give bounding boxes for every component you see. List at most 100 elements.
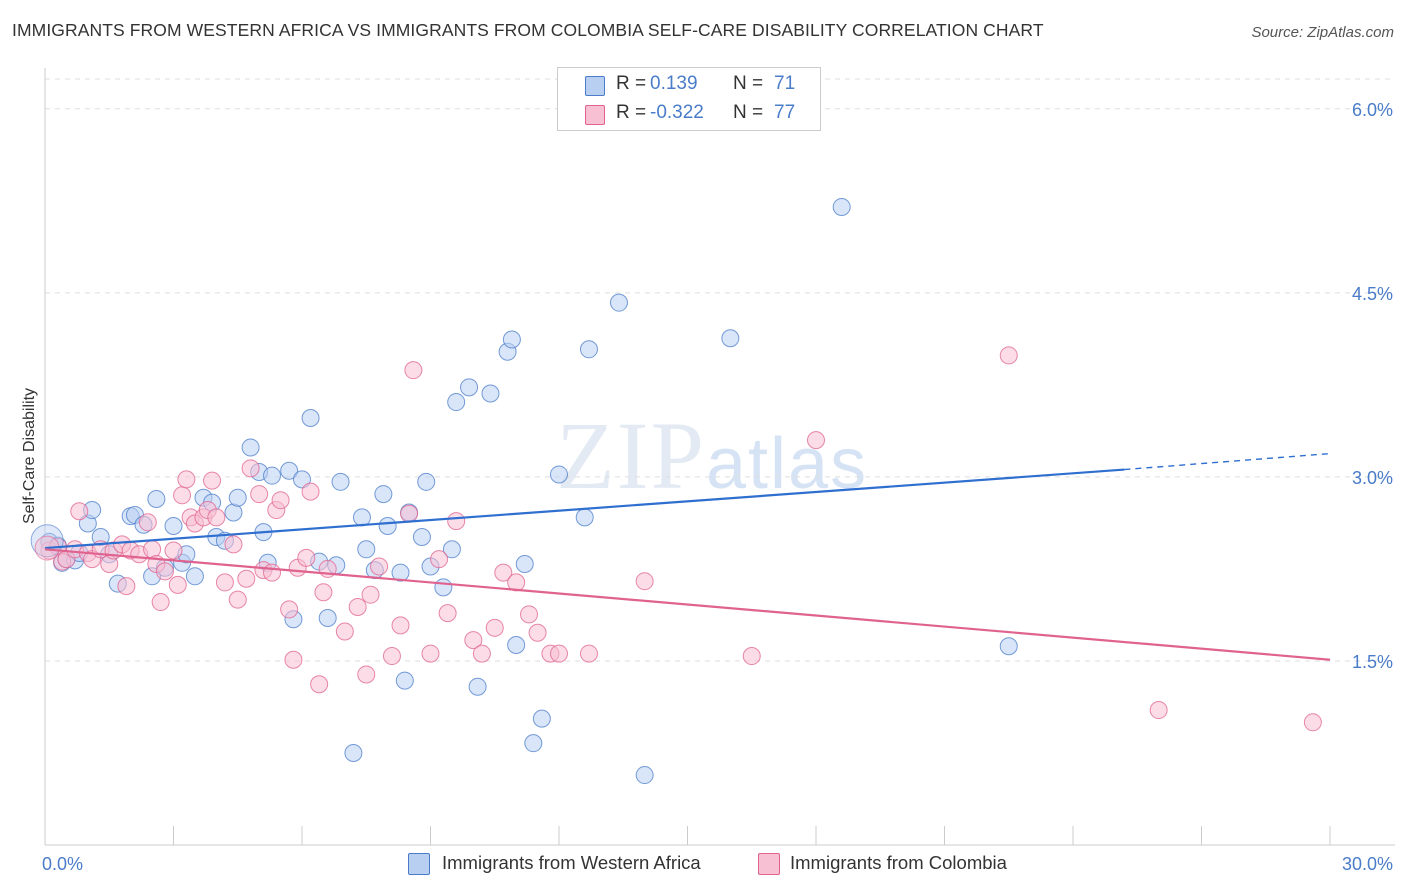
point-colombia xyxy=(430,550,449,569)
point-colombia xyxy=(177,470,196,489)
point-colombia xyxy=(250,485,269,504)
point-western-africa xyxy=(515,555,534,574)
point-colombia xyxy=(280,600,299,619)
point-colombia xyxy=(579,644,598,663)
point-colombia xyxy=(301,482,320,501)
legend-r-value: 0.139 xyxy=(650,73,698,94)
point-colombia xyxy=(1303,713,1322,732)
point-colombia xyxy=(382,647,401,666)
point-western-africa xyxy=(147,489,166,508)
legend-n-label: N = xyxy=(733,73,764,94)
tick-labels: 1.5% 3.0% 4.5% 6.0% 0.0% 30.0% xyxy=(42,100,1393,874)
chart-source: Source: ZipAtlas.com xyxy=(1251,24,1394,41)
point-colombia xyxy=(447,512,466,531)
point-western-africa xyxy=(357,540,376,559)
legend-swatch-blue xyxy=(585,76,605,96)
point-colombia xyxy=(1149,701,1168,720)
point-colombia xyxy=(241,459,260,478)
bottom-legend-swatch-pink xyxy=(758,853,780,875)
point-colombia xyxy=(472,644,491,663)
point-colombia xyxy=(635,572,654,591)
point-western-africa xyxy=(609,293,628,312)
point-colombia xyxy=(999,346,1018,365)
point-western-africa xyxy=(164,516,183,535)
point-colombia xyxy=(117,577,136,596)
point-western-africa xyxy=(344,743,363,762)
point-western-africa xyxy=(241,438,260,457)
legend-n-value: 77 xyxy=(774,102,796,123)
point-western-africa xyxy=(507,636,526,655)
point-western-africa xyxy=(378,516,397,535)
legend-row-colombia: R = -0.322 N = 77 xyxy=(558,99,820,129)
bottom-legend-label: Immigrants from Colombia xyxy=(790,852,1007,873)
point-western-africa xyxy=(263,466,282,485)
point-western-africa xyxy=(447,393,466,412)
point-colombia xyxy=(237,569,256,588)
point-colombia xyxy=(207,508,226,527)
point-colombia xyxy=(348,597,367,616)
trend-lines xyxy=(44,452,1331,661)
point-colombia xyxy=(164,541,183,560)
point-western-africa xyxy=(185,567,204,586)
point-western-africa xyxy=(412,528,431,547)
point-western-africa xyxy=(502,330,521,349)
point-western-africa xyxy=(280,461,299,480)
bottom-legend-label: Immigrants from Western Africa xyxy=(442,852,701,873)
point-western-africa xyxy=(575,508,594,527)
point-western-africa xyxy=(579,340,598,359)
axes xyxy=(44,68,1395,846)
point-colombia xyxy=(203,471,222,490)
trend-line-western-africa-projection xyxy=(1124,452,1331,471)
point-colombia xyxy=(528,623,547,642)
legend-swatch-pink xyxy=(585,105,605,125)
point-colombia xyxy=(263,563,282,582)
point-western-africa xyxy=(301,409,320,428)
point-western-africa xyxy=(442,540,461,559)
point-colombia xyxy=(224,535,243,554)
point-colombia xyxy=(485,618,504,637)
point-western-africa xyxy=(832,197,851,216)
point-western-africa xyxy=(481,384,500,403)
point-colombia xyxy=(310,675,329,694)
point-colombia xyxy=(400,504,419,523)
x-tick-label-max: 30.0% xyxy=(1342,854,1393,874)
point-colombia xyxy=(404,361,423,380)
point-colombia xyxy=(391,616,410,635)
point-colombia xyxy=(297,548,316,567)
y-tick-label: 4.5% xyxy=(1352,284,1393,304)
watermark-zip: ZIP xyxy=(556,402,706,509)
point-western-africa xyxy=(460,378,479,397)
point-colombia xyxy=(314,583,333,602)
correlation-legend: R = 0.139 N = 71 R = -0.322 N = 77 xyxy=(557,67,821,131)
point-western-africa xyxy=(434,578,453,597)
point-western-africa xyxy=(318,609,337,628)
legend-n-value: 71 xyxy=(774,73,796,94)
legend-row-western-africa: R = 0.139 N = 71 xyxy=(558,70,820,100)
point-western-africa xyxy=(721,329,740,348)
point-colombia xyxy=(335,622,354,641)
point-colombia xyxy=(742,647,761,666)
point-colombia xyxy=(361,585,380,604)
point-colombia xyxy=(370,557,389,576)
y-tick-label: 3.0% xyxy=(1352,468,1393,488)
watermark: ZIPatlas xyxy=(556,400,868,511)
point-colombia xyxy=(464,631,483,650)
trend-line-colombia xyxy=(44,548,1331,661)
trend-line-western-africa xyxy=(44,468,1125,550)
point-western-africa xyxy=(331,472,350,491)
point-colombia xyxy=(70,502,89,521)
point-colombia xyxy=(494,563,513,582)
point-western-africa xyxy=(550,465,568,484)
point-western-africa xyxy=(417,472,436,491)
point-western-africa xyxy=(395,671,414,690)
point-western-africa xyxy=(524,734,543,753)
point-western-africa xyxy=(293,470,311,489)
point-colombia xyxy=(173,486,192,505)
point-western-africa xyxy=(352,508,371,527)
point-colombia xyxy=(155,562,174,581)
point-colombia xyxy=(271,491,290,510)
point-colombia xyxy=(151,593,170,612)
y-tick-label: 6.0% xyxy=(1352,100,1393,120)
legend-r-value: -0.322 xyxy=(650,102,704,123)
